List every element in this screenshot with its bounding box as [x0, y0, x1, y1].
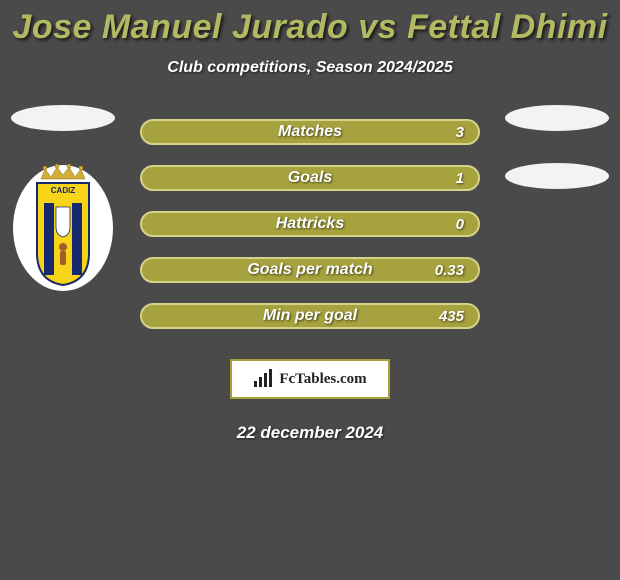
stat-value: 1 [456, 170, 464, 187]
crest-text: CADIZ [51, 186, 76, 195]
brand-text: FcTables.com [279, 371, 366, 388]
brand-box: FcTables.com [230, 359, 390, 399]
stat-bar: Goals 1 [140, 165, 480, 191]
cadiz-crest-icon: CADIZ [11, 163, 115, 293]
stat-label: Min per goal [263, 307, 357, 325]
stat-value: 435 [439, 308, 464, 325]
page-title: Jose Manuel Jurado vs Fettal Dhimi [0, 8, 620, 47]
stat-value: 0.33 [435, 262, 464, 279]
chart-bars-icon [253, 369, 275, 389]
comparison-card: Jose Manuel Jurado vs Fettal Dhimi Club … [0, 0, 620, 580]
stat-label: Goals [288, 169, 332, 187]
stats-area: CADIZ Matches 3 Goals 1 Hattricks 0 Goals per … [0, 119, 620, 329]
stat-label: Hattricks [276, 215, 344, 233]
stat-value: 0 [456, 216, 464, 233]
right-player-column [502, 105, 612, 189]
stat-label: Matches [278, 123, 342, 141]
player-placeholder-ellipse [505, 163, 609, 189]
player-placeholder-ellipse [11, 105, 115, 131]
player-placeholder-ellipse [505, 105, 609, 131]
stat-bar: Min per goal 435 [140, 303, 480, 329]
stat-bars: Matches 3 Goals 1 Hattricks 0 Goals per match 0… [140, 119, 480, 329]
subtitle: Club competitions, Season 2024/2025 [0, 59, 620, 77]
left-player-column: CADIZ [8, 105, 118, 293]
stat-bar: Hattricks 0 [140, 211, 480, 237]
stat-bar: Goals per match 0.33 [140, 257, 480, 283]
stat-value: 3 [456, 124, 464, 141]
stat-label: Goals per match [247, 261, 372, 279]
stat-bar: Matches 3 [140, 119, 480, 145]
date-line: 22 december 2024 [0, 423, 620, 443]
